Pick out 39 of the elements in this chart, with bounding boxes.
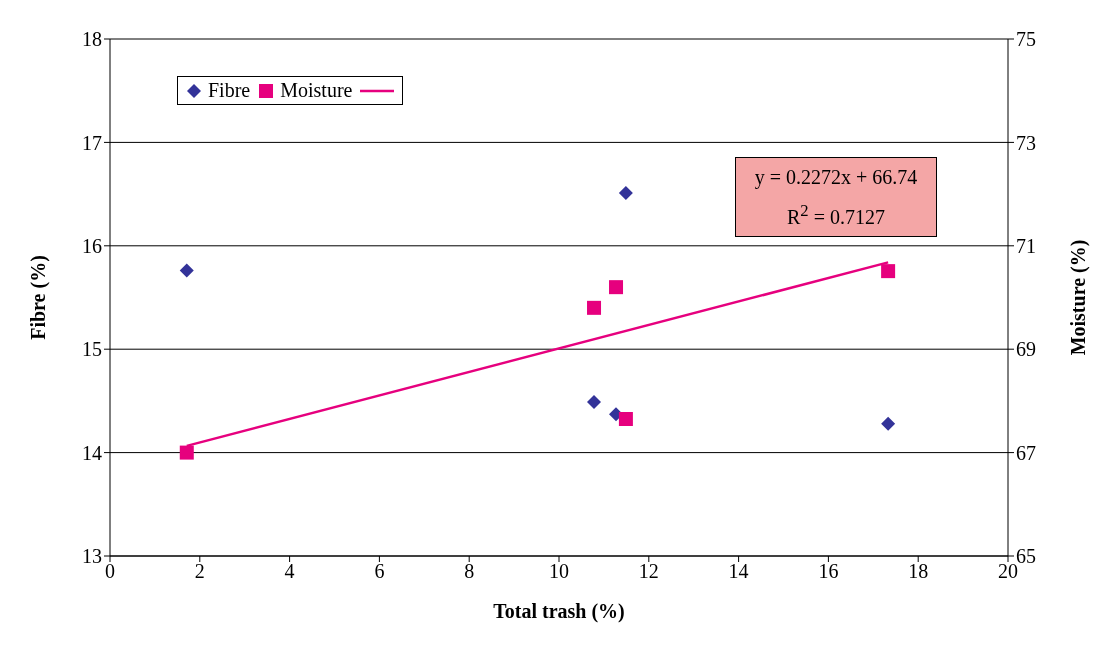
- point: [179, 263, 194, 278]
- x-tick-label: 18: [908, 560, 929, 583]
- x-tick-label: 8: [464, 560, 475, 583]
- y2-tick-label: 75: [1016, 28, 1036, 51]
- y-tick-label: 18: [82, 28, 102, 51]
- y2-tick-label: 65: [1016, 545, 1036, 568]
- legend-label: Moisture: [280, 79, 353, 102]
- x-tick-label: 6: [374, 560, 385, 583]
- x-tick-label: 20: [998, 560, 1018, 583]
- point: [618, 186, 633, 201]
- x-axis-title: Total trash (%): [493, 600, 625, 623]
- point: [179, 445, 194, 460]
- y2-axis-title: Moisture (%): [1067, 239, 1091, 356]
- y-tick-label: 15: [82, 338, 102, 361]
- point: [587, 394, 602, 409]
- y-tick-label: 16: [82, 234, 102, 257]
- y-tick-label: 14: [82, 441, 102, 464]
- point: [618, 412, 633, 426]
- y-tick-label: 17: [82, 131, 102, 154]
- y-tick-label: 13: [82, 545, 102, 568]
- point: [881, 264, 896, 279]
- x-tick-label: 14: [728, 560, 749, 583]
- y2-tick-label: 67: [1016, 441, 1036, 464]
- y2-tick-label: 69: [1016, 338, 1036, 361]
- y2-tick-label: 71: [1016, 234, 1036, 257]
- annotation: R$^{2}$ = 0.7127: [786, 200, 886, 230]
- point: [881, 416, 896, 431]
- y2-tick-label: 73: [1016, 131, 1036, 154]
- annotation: y = 0.2272x + 66.74: [753, 165, 919, 191]
- x-tick-label: 16: [818, 560, 839, 583]
- x-tick-label: 0: [105, 560, 115, 583]
- x-tick-label: 4: [284, 560, 295, 583]
- x-tick-label: 12: [638, 560, 659, 583]
- legend-label: Fibre: [208, 79, 251, 102]
- x-tick-label: 10: [549, 560, 569, 583]
- x-tick-label: 2: [194, 560, 205, 583]
- point: [587, 300, 602, 315]
- y-axis-title: Fibre (%): [27, 255, 51, 340]
- point: [609, 280, 624, 295]
